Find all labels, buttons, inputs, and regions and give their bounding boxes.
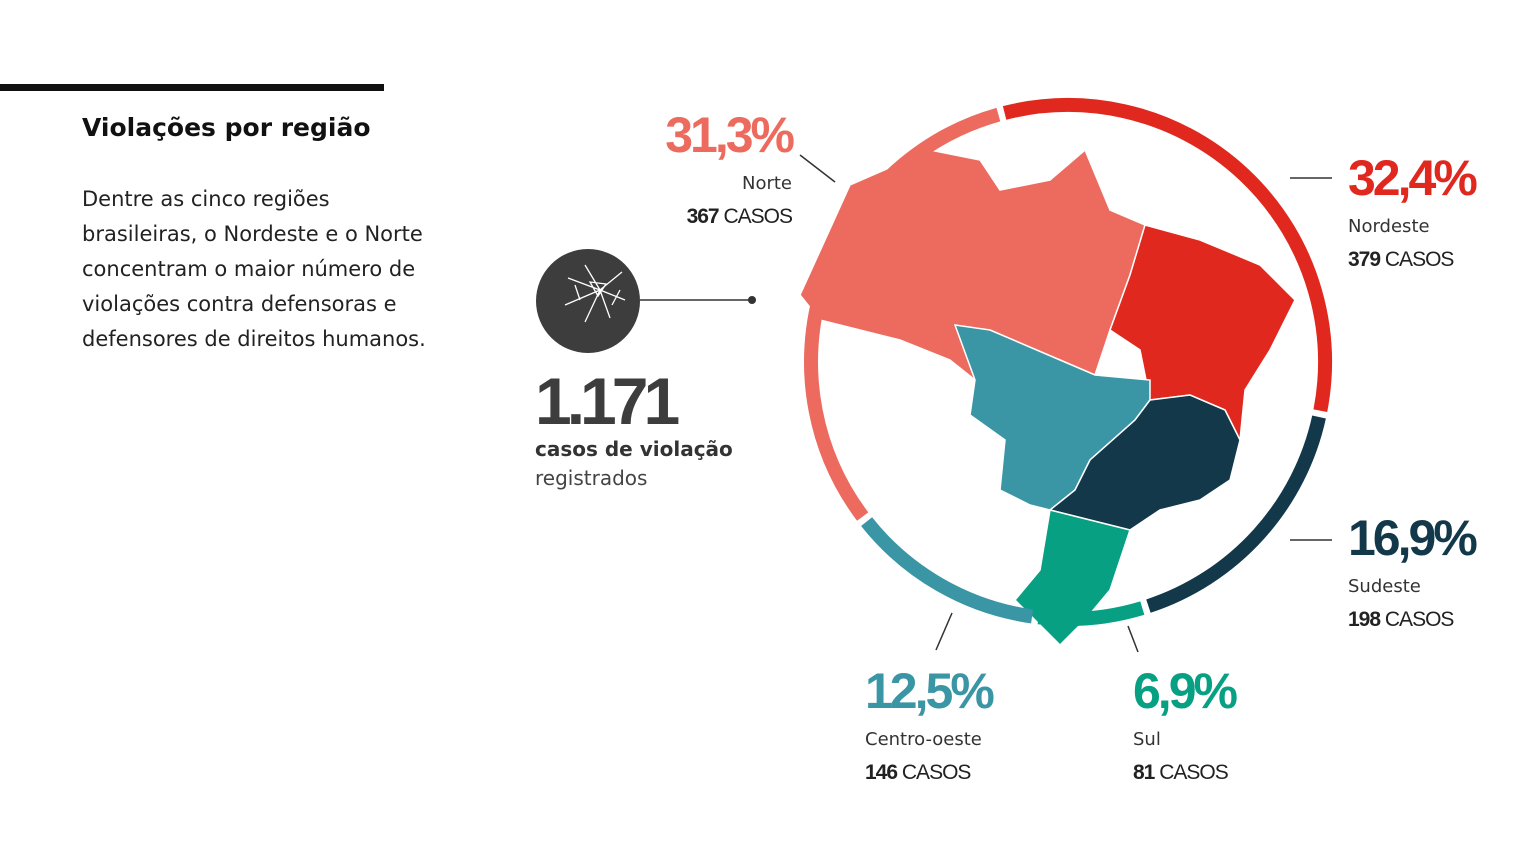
- percent-label: 32,4%: [1348, 150, 1477, 206]
- total-caption: casos de violação: [535, 437, 733, 461]
- region-name: Sul: [1133, 729, 1161, 750]
- crack-icon: [536, 249, 756, 353]
- body-line: defensores de direitos humanos.: [82, 327, 426, 351]
- case-number: 146: [865, 761, 897, 784]
- case-word: CASOS: [1385, 608, 1455, 631]
- body-line: violações contra defensoras e: [82, 292, 397, 316]
- case-word: CASOS: [1385, 248, 1455, 271]
- case-count: 146 CASOS: [865, 761, 971, 784]
- case-number: 81: [1133, 761, 1156, 784]
- leader-line: [1127, 625, 1139, 653]
- case-number: 379: [1348, 248, 1380, 271]
- body-line: brasileiras, o Nordeste e o Norte: [82, 222, 423, 246]
- case-number: 198: [1348, 608, 1381, 631]
- case-word: CASOS: [902, 761, 972, 784]
- region-name: Centro-oeste: [865, 729, 982, 750]
- region-name: Nordeste: [1348, 216, 1430, 237]
- percent-label: 16,9%: [1348, 510, 1477, 566]
- body-line: Dentre as cinco regiões: [82, 187, 330, 211]
- donut-segment: [804, 107, 1001, 521]
- case-count: 81 CASOS: [1133, 761, 1229, 784]
- total-number: 1.171: [535, 364, 678, 438]
- case-number: 367: [687, 205, 719, 228]
- body-text: Dentre as cinco regiões brasileiras, o No…: [82, 187, 426, 351]
- donut: [804, 98, 1332, 626]
- total-caption: registrados: [535, 466, 647, 490]
- region-name: Sudeste: [1348, 576, 1421, 597]
- donut-segment: [1037, 601, 1145, 626]
- body-line: concentram o maior número de: [82, 257, 415, 281]
- top-rule: [0, 84, 384, 91]
- donut-segment: [1002, 98, 1332, 413]
- region-name: Norte: [742, 173, 792, 194]
- leader-line: [935, 612, 953, 651]
- donut-segment: [1146, 415, 1326, 613]
- leader-line: [799, 154, 836, 183]
- case-count: 367 CASOS: [687, 205, 793, 228]
- case-word: CASOS: [723, 205, 793, 228]
- case-count: 379 CASOS: [1348, 248, 1454, 271]
- donut-segment: [861, 517, 1034, 624]
- percent-label: 12,5%: [865, 663, 994, 719]
- case-word: CASOS: [1159, 761, 1229, 784]
- percent-label: 31,3%: [665, 107, 794, 163]
- heading: Violações por região: [82, 113, 371, 142]
- percent-label: 6,9%: [1133, 663, 1238, 719]
- region-labels: 32,4% Nordeste 379 CASOS 16,9% Sudeste 198 CA…: [665, 107, 1480, 784]
- case-count: 198 CASOS: [1348, 608, 1454, 631]
